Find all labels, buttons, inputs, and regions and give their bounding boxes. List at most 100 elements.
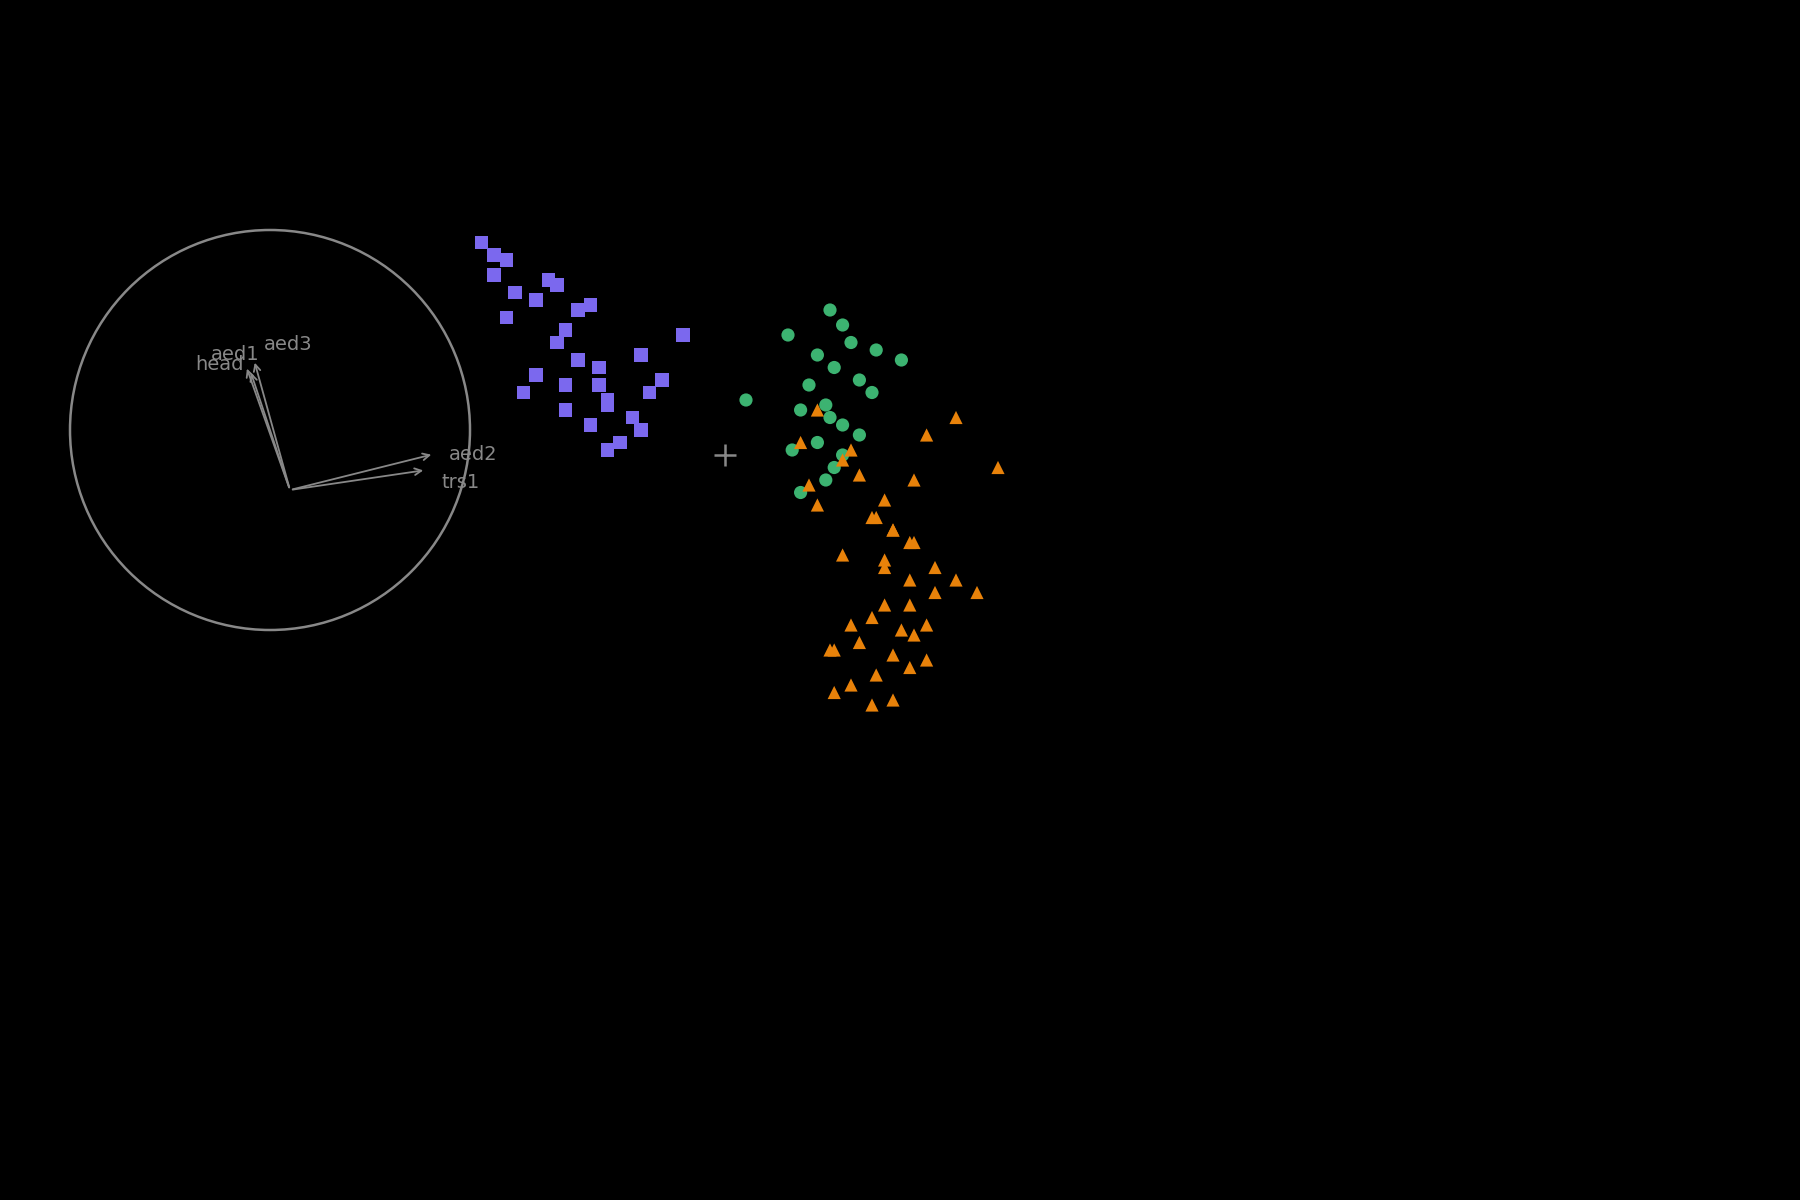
Point xyxy=(778,440,806,460)
Point xyxy=(731,390,760,409)
Point xyxy=(491,251,520,270)
Point xyxy=(913,425,941,444)
Point xyxy=(862,341,891,360)
Point xyxy=(803,346,832,365)
Point xyxy=(626,346,655,365)
Point xyxy=(803,401,832,420)
Point xyxy=(900,533,929,552)
Point xyxy=(592,440,621,460)
Point xyxy=(787,433,815,452)
Point xyxy=(522,290,551,310)
Point xyxy=(941,570,970,589)
Point xyxy=(819,458,848,478)
Point xyxy=(563,300,592,319)
Point xyxy=(479,265,508,284)
Point xyxy=(522,365,551,384)
Point xyxy=(895,658,923,677)
Point xyxy=(635,383,664,402)
Point xyxy=(869,558,898,577)
Point xyxy=(617,408,646,427)
Point xyxy=(551,320,580,340)
Point xyxy=(828,415,857,434)
Point xyxy=(491,308,520,328)
Point xyxy=(509,383,538,402)
Point xyxy=(794,376,823,395)
Point xyxy=(592,390,621,409)
Point xyxy=(828,445,857,464)
Point xyxy=(941,408,970,427)
Point xyxy=(837,676,866,695)
Text: head: head xyxy=(194,355,243,374)
Point xyxy=(794,475,823,494)
Point xyxy=(551,401,580,420)
Point xyxy=(812,470,841,490)
Point xyxy=(895,533,923,552)
Point xyxy=(828,450,857,469)
Point xyxy=(576,415,605,434)
Point xyxy=(563,350,592,370)
Point xyxy=(819,683,848,702)
Point xyxy=(828,545,857,564)
Point xyxy=(815,641,844,660)
Point xyxy=(787,482,815,502)
Point xyxy=(857,508,886,527)
Point xyxy=(887,620,916,640)
Text: aed1: aed1 xyxy=(211,344,259,364)
Point xyxy=(913,616,941,635)
Point xyxy=(819,641,848,660)
Point xyxy=(815,408,844,427)
Point xyxy=(857,695,886,714)
Point xyxy=(857,608,886,628)
Point xyxy=(815,300,844,319)
Point xyxy=(542,332,571,352)
Point xyxy=(837,332,866,352)
Point xyxy=(900,470,929,490)
Point xyxy=(648,371,677,390)
Point xyxy=(844,632,873,652)
Point xyxy=(869,595,898,614)
Point xyxy=(803,433,832,452)
Point xyxy=(869,551,898,570)
Point xyxy=(983,458,1012,478)
Point xyxy=(900,625,929,644)
Point xyxy=(585,376,614,395)
Text: trs1: trs1 xyxy=(441,473,479,492)
Point xyxy=(844,371,873,390)
Point xyxy=(857,383,886,402)
Point xyxy=(862,508,891,527)
Point xyxy=(862,665,891,684)
Point xyxy=(887,350,916,370)
Point xyxy=(844,425,873,444)
Point xyxy=(803,496,832,515)
Point xyxy=(878,690,907,709)
Point xyxy=(895,595,923,614)
Point xyxy=(605,433,634,452)
Point xyxy=(920,558,949,577)
Point xyxy=(774,325,803,344)
Point xyxy=(576,295,605,314)
Point xyxy=(668,325,697,344)
Point xyxy=(592,395,621,414)
Point xyxy=(869,491,898,510)
Point xyxy=(585,358,614,377)
Point xyxy=(837,440,866,460)
Point xyxy=(551,376,580,395)
Point xyxy=(878,521,907,540)
Point xyxy=(787,401,815,420)
Point xyxy=(812,395,841,414)
Point xyxy=(844,466,873,485)
Text: aed3: aed3 xyxy=(265,336,313,354)
Text: aed2: aed2 xyxy=(448,444,497,463)
Point xyxy=(828,316,857,335)
Point xyxy=(837,616,866,635)
Point xyxy=(542,275,571,294)
Point xyxy=(878,521,907,540)
Point xyxy=(500,283,529,302)
Point xyxy=(535,270,563,289)
Point xyxy=(878,646,907,665)
Point xyxy=(920,583,949,602)
Point xyxy=(626,420,655,439)
Point xyxy=(819,358,848,377)
Point xyxy=(963,583,992,602)
Point xyxy=(913,650,941,670)
